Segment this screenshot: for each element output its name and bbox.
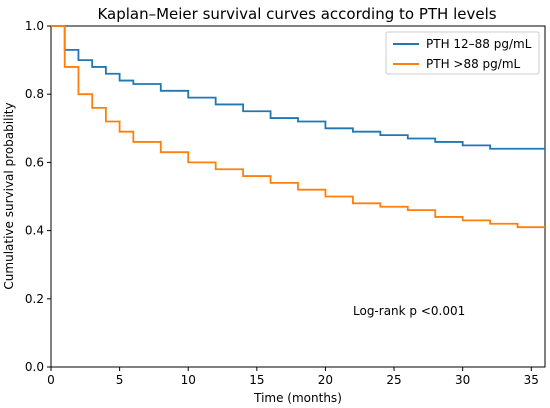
y-tick-label: 1.0 [25, 19, 44, 33]
x-tick-label: 5 [116, 373, 124, 387]
x-tick-label: 15 [249, 373, 264, 387]
x-tick-label: 35 [524, 373, 539, 387]
y-tick-label: 0.2 [25, 292, 44, 306]
y-tick-label: 0.8 [25, 87, 44, 101]
legend: PTH 12–88 pg/mL PTH >88 pg/mL [385, 31, 540, 75]
chart-title: Kaplan–Meier survival curves according t… [97, 5, 496, 23]
log-rank-annotation: Log-rank p <0.001 [353, 304, 465, 318]
y-axis-ticks: 0.0 0.2 0.4 0.6 0.8 1.0 [25, 19, 51, 374]
legend-box [385, 31, 540, 75]
x-tick-label: 10 [181, 373, 196, 387]
x-tick-label: 25 [386, 373, 401, 387]
series-layer [51, 25, 545, 229]
y-axis-label: Cumulative survival probability [2, 102, 16, 289]
x-axis-ticks: 0 5 10 15 20 25 30 35 [47, 367, 539, 387]
x-tick-label: 20 [318, 373, 333, 387]
x-tick-label: 30 [455, 373, 470, 387]
x-tick-label: 0 [47, 373, 55, 387]
legend-label: PTH 12–88 pg/mL [426, 37, 532, 51]
x-axis-label: Time (months) [253, 391, 342, 405]
plot-area [50, 25, 546, 368]
plot-frame [50, 25, 546, 368]
series-line-pth-gt-88 [51, 25, 545, 229]
y-tick-label: 0.4 [25, 224, 44, 238]
legend-label: PTH >88 pg/mL [426, 57, 521, 71]
y-tick-label: 0.0 [25, 360, 44, 374]
series-line-pth-12-88 [51, 25, 545, 150]
y-tick-label: 0.6 [25, 155, 44, 169]
